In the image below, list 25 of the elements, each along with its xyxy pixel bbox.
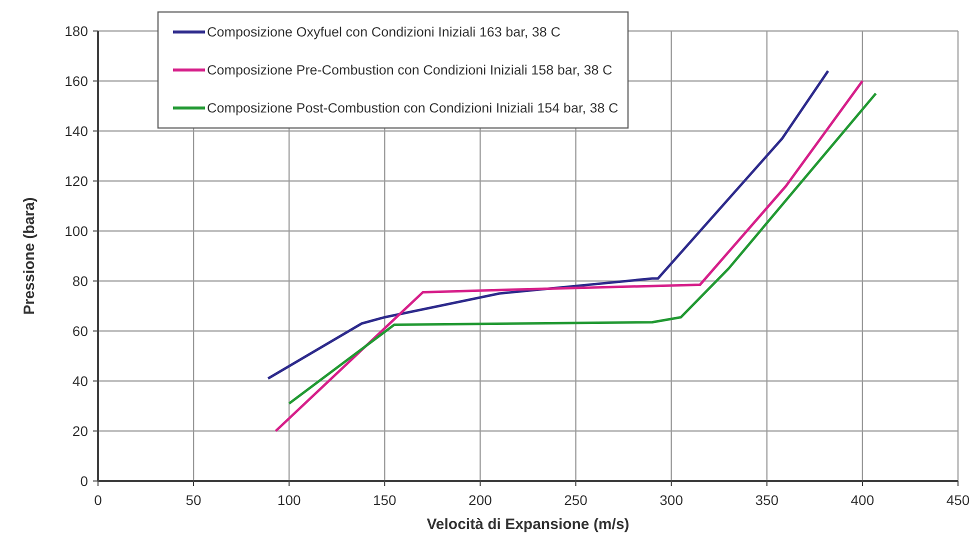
x-axis-title: Velocità di Expansione (m/s) xyxy=(426,516,630,533)
y-tick-label: 120 xyxy=(64,172,88,189)
x-tick-label: 200 xyxy=(468,492,492,508)
y-tick-label: 180 xyxy=(64,22,88,39)
y-tick-label: 20 xyxy=(72,422,88,439)
x-tick-label: 400 xyxy=(850,492,874,508)
legend-label: Composizione Pre-Combustion con Condizioni Iniziali 158 bar, 38 C xyxy=(207,62,612,78)
y-tick-label: 0 xyxy=(80,472,88,489)
x-tick-label: 300 xyxy=(660,492,684,508)
x-tick-label: 50 xyxy=(186,492,202,508)
y-axis-title: Pressione (bara) xyxy=(21,197,38,315)
y-tick-label: 40 xyxy=(72,372,88,389)
y-tick-label: 140 xyxy=(64,122,88,139)
y-tick-label: 160 xyxy=(64,72,88,89)
x-tick-label: 150 xyxy=(372,492,397,508)
x-tick-label: 450 xyxy=(946,492,970,508)
legend-label: Composizione Post-Combustion con Condizioni Iniziali 154 bar, 38 C xyxy=(207,100,618,116)
y-tick-label: 60 xyxy=(72,322,88,339)
x-tick-label: 250 xyxy=(564,492,588,508)
legend-label: Composizione Oxyfuel con Condizioni Iniziali 163 bar, 38 C xyxy=(207,24,561,40)
x-tick-label: 350 xyxy=(755,492,779,508)
x-tick-label: 100 xyxy=(277,492,302,508)
y-tick-label: 80 xyxy=(72,272,88,289)
y-tick-label: 100 xyxy=(64,222,88,239)
x-tick-label: 0 xyxy=(94,492,102,508)
